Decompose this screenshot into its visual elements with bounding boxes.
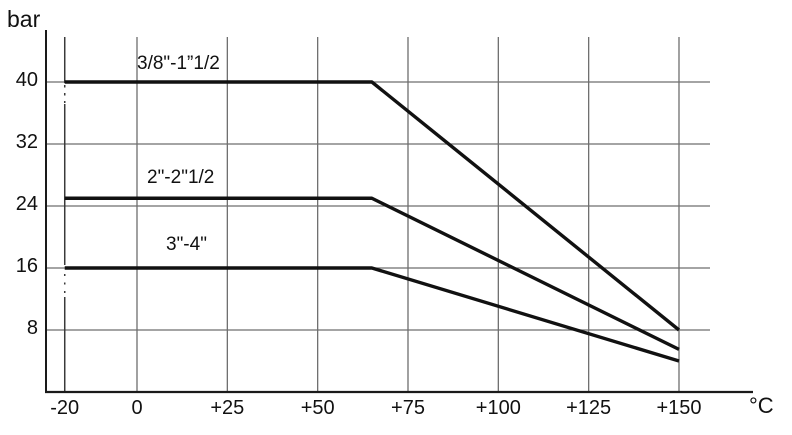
series-line-2 [64, 196, 680, 351]
series-line-1 [64, 80, 681, 332]
series-line-3 [64, 266, 680, 363]
